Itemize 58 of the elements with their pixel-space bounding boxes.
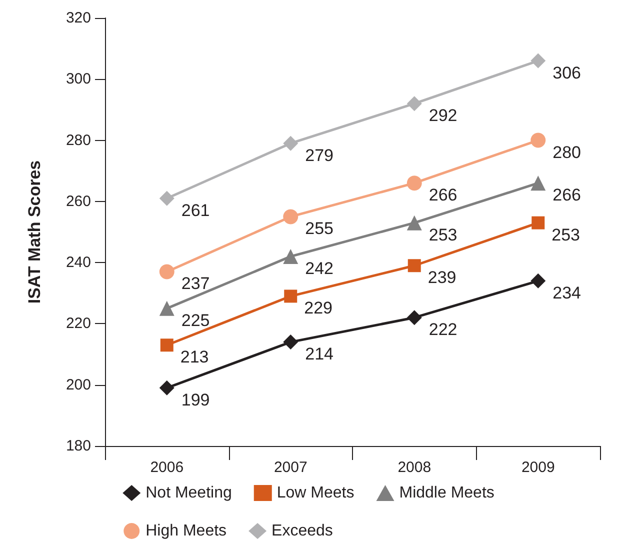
data-label: 242: [305, 258, 334, 278]
point: [284, 290, 298, 303]
y-tick-label: 260: [66, 192, 91, 210]
point: [159, 264, 174, 280]
data-label: 239: [428, 268, 456, 288]
legend-label: Exceeds: [272, 522, 333, 540]
point: [283, 248, 298, 264]
y-tick-label: 240: [66, 254, 91, 272]
point: [532, 216, 545, 230]
legend-label: Not Meeting: [146, 484, 232, 502]
data-label: 266: [552, 186, 581, 205]
data-label: 234: [552, 283, 581, 302]
y-tick-label: 200: [66, 376, 91, 394]
data-label: 306: [552, 63, 581, 82]
point: [406, 310, 422, 326]
x-tick-label: 2008: [398, 459, 432, 476]
data-label: 261: [181, 200, 210, 220]
data-label: 253: [428, 225, 458, 244]
data-label: 229: [304, 298, 332, 318]
data-label: 225: [181, 310, 210, 330]
point: [530, 176, 546, 191]
point: [159, 300, 174, 316]
point: [159, 380, 174, 396]
data-label: 199: [181, 390, 210, 410]
point: [283, 209, 298, 224]
legend-label: High Meets: [146, 522, 227, 540]
point: [530, 53, 546, 68]
data-label: 266: [428, 186, 458, 205]
point: [283, 334, 298, 350]
data-label: 279: [305, 146, 334, 165]
x-tick-label: 2009: [521, 459, 555, 476]
y-tick-label: 280: [66, 132, 91, 149]
point: [406, 215, 422, 230]
y-tick-label: 220: [66, 315, 91, 332]
data-label: 237: [181, 274, 210, 294]
point: [160, 338, 174, 352]
y-tick-label: 180: [66, 438, 91, 454]
y-tick-label: 320: [66, 10, 91, 26]
x-tick-label: 2006: [150, 459, 184, 476]
data-label: 253: [552, 225, 580, 244]
data-label: 292: [428, 106, 458, 126]
data-label: 280: [552, 142, 581, 162]
data-label: 213: [180, 348, 209, 367]
data-label: 222: [428, 320, 458, 340]
y-axis-title: ISAT Math Scores: [25, 160, 44, 304]
point: [530, 273, 546, 288]
legend-label: Low Meets: [276, 484, 354, 502]
point: [406, 96, 422, 112]
data-label: 214: [305, 344, 334, 364]
point: [406, 176, 422, 191]
point: [530, 132, 546, 148]
x-tick-label: 2007: [274, 459, 308, 476]
point: [408, 259, 421, 272]
y-tick-label: 300: [66, 70, 91, 88]
point: [159, 190, 174, 206]
data-label: 255: [305, 219, 334, 238]
legend-label: Middle Meets: [399, 484, 494, 502]
point: [283, 136, 298, 151]
